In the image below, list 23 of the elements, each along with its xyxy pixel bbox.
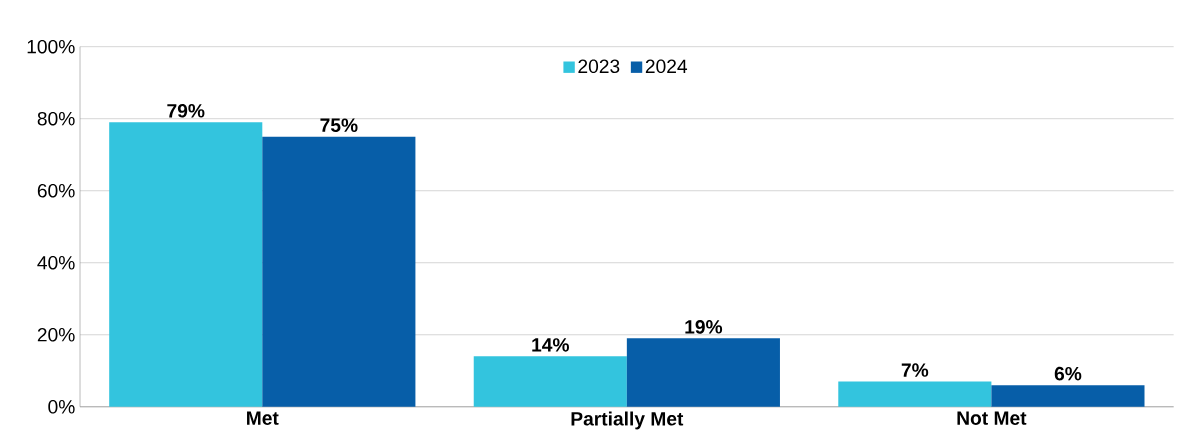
bar <box>473 356 627 407</box>
data-label: 14% <box>532 338 569 352</box>
y-tick-label: 100% <box>27 39 75 54</box>
y-tick-label: 40% <box>37 255 75 270</box>
bar <box>109 122 263 407</box>
data-label: 6% <box>1054 366 1082 381</box>
data-label: 79% <box>167 103 205 118</box>
bar <box>262 136 416 407</box>
y-tick-label: 0% <box>48 399 75 414</box>
bar <box>838 381 992 407</box>
legend-label: 2023 <box>578 59 620 74</box>
bar <box>991 385 1145 407</box>
x-tick-label: Partially Met <box>571 411 684 430</box>
bar <box>626 338 780 407</box>
legend-label: 2024 <box>645 59 688 74</box>
data-label: 19% <box>685 319 723 334</box>
y-tick-label: 20% <box>37 327 75 342</box>
data-label: 75% <box>320 118 358 132</box>
y-tick-label: 60% <box>37 183 75 198</box>
x-tick-label: Not Met <box>957 411 1027 425</box>
data-label: 7% <box>901 363 929 377</box>
x-tick-label: Met <box>247 411 279 425</box>
y-tick-label: 80% <box>37 111 75 126</box>
